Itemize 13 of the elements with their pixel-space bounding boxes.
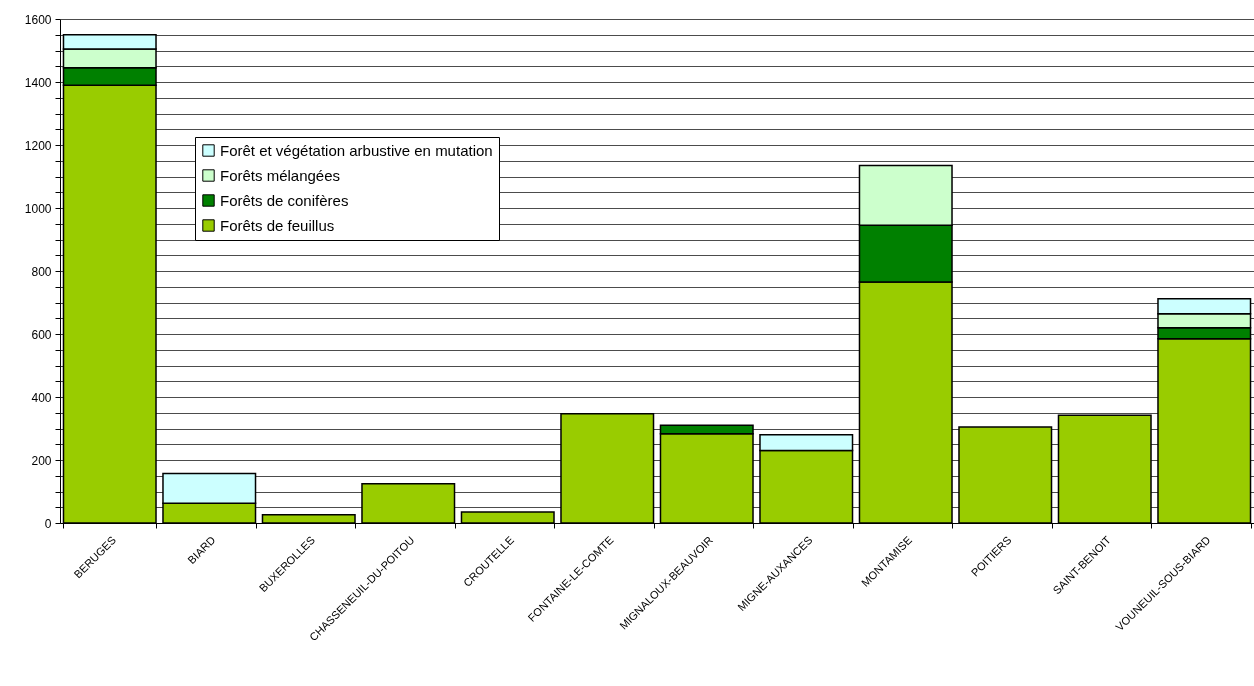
y-tick-label: 1200 bbox=[24, 138, 52, 153]
y-tick-label: 0 bbox=[44, 516, 52, 531]
y-tick-label: 1000 bbox=[24, 201, 52, 216]
legend-label: Forêt et végétation arbustive en mutation bbox=[220, 141, 493, 159]
legend-label: Forêts de feuillus bbox=[220, 216, 335, 234]
legend-label: Forêts de conifères bbox=[220, 191, 349, 209]
y-tick-label: 600 bbox=[31, 327, 52, 342]
y-tick-label: 200 bbox=[31, 453, 52, 468]
y-tick-label: 800 bbox=[31, 264, 52, 279]
y-tick-label: 1400 bbox=[24, 75, 52, 90]
y-tick-label: 1600 bbox=[24, 12, 52, 27]
legend-label: Forêts mélangées bbox=[220, 166, 341, 184]
y-tick-label: 400 bbox=[31, 390, 52, 405]
